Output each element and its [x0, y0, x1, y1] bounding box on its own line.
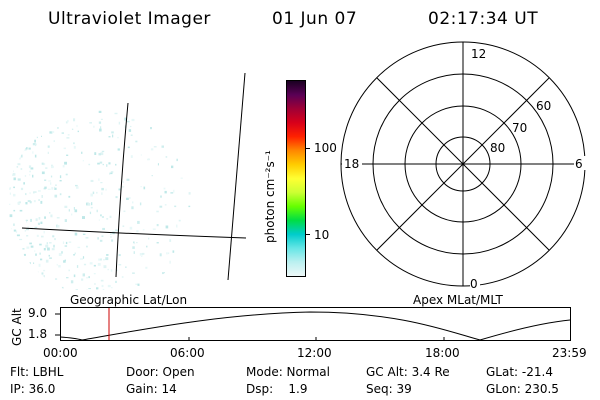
altitude-curve: [59, 311, 571, 341]
mlt-label-bottom: 0: [470, 277, 478, 291]
uv-image-panel: [8, 72, 247, 290]
colorbar-tick-mark: [306, 148, 310, 149]
altitude-ytick: 1.8: [28, 327, 48, 341]
time-tick-label: 00:00: [43, 346, 78, 360]
time-tick-label: 06:00: [170, 346, 205, 360]
info-dsp: Dsp: 1.9: [246, 382, 308, 396]
lat-label: 60: [536, 99, 551, 113]
mlt-label-top: 12: [471, 47, 486, 61]
info-glon: GLon: 230.5: [486, 382, 559, 396]
info-gain: Gain: 14: [126, 382, 177, 396]
geographic-label: Geographic Lat/Lon: [70, 293, 188, 307]
colorbar-tick-mark: [306, 234, 310, 235]
lat-label: 70: [512, 121, 527, 135]
altitude-ylabel: GC Alt: [10, 308, 24, 346]
time-label: 02:17:34 UT: [428, 9, 539, 29]
color-bar: [286, 80, 306, 277]
instrument-title: Ultraviolet Imager: [48, 9, 211, 29]
lat-label: 80: [490, 141, 505, 155]
emission-noise: [8, 109, 193, 290]
altitude-ytick: 9.0: [28, 306, 48, 320]
latitude-line: [21, 227, 247, 239]
apex-label: Apex MLat/MLT: [413, 293, 503, 307]
longitude-line: [227, 72, 246, 281]
info-mode: Mode: Normal: [246, 365, 330, 379]
info-gc-alt: GC Alt: 3.4 Re: [366, 365, 450, 379]
time-tick-label: 23:59: [552, 346, 587, 360]
longitude-line: [115, 102, 129, 278]
info-glat: GLat: -21.4: [486, 365, 553, 379]
info-seq: Seq: 39: [366, 382, 412, 396]
colorbar-tick-label: 10: [314, 228, 330, 242]
info-ip: IP: 36.0: [10, 382, 56, 396]
info-door: Door: Open: [126, 365, 195, 379]
info-filter: Flt: LBHL: [10, 365, 64, 379]
mlt-label-left: 18: [344, 157, 359, 171]
altitude-plot: [55, 307, 571, 341]
polar-axis: [376, 77, 550, 251]
time-tick-label: 18:00: [425, 346, 460, 360]
mlt-label-right: 6: [575, 157, 583, 171]
colorbar-tick-label: 100: [314, 141, 337, 155]
colorbar-unit-label: photon cm⁻²s⁻¹: [263, 150, 277, 243]
date-label: 01 Jun 07: [272, 9, 358, 29]
time-tick-label: 12:00: [297, 346, 332, 360]
polar-plot: 12 0 18 6 60 70 80: [340, 41, 586, 291]
